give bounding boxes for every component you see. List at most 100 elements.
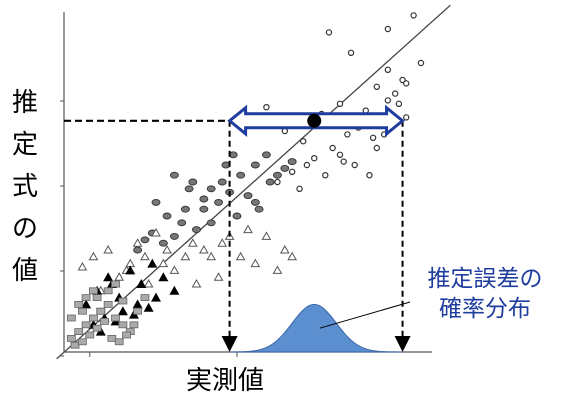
data-point bbox=[232, 212, 242, 220]
data-point bbox=[92, 294, 102, 302]
data-point bbox=[66, 314, 76, 322]
data-point bbox=[114, 338, 124, 346]
data-point bbox=[169, 265, 180, 274]
data-point bbox=[151, 227, 161, 237]
data-point bbox=[336, 151, 344, 158]
annotation-line-2: 確率分布 bbox=[439, 296, 531, 322]
data-point bbox=[198, 244, 209, 254]
data-point bbox=[111, 314, 120, 322]
data-point bbox=[103, 300, 113, 308]
data-point bbox=[122, 331, 131, 339]
data-point bbox=[177, 219, 187, 227]
data-point bbox=[403, 114, 410, 121]
data-point bbox=[261, 231, 272, 240]
data-point bbox=[169, 232, 179, 240]
data-point bbox=[162, 244, 172, 254]
data-point bbox=[133, 246, 143, 254]
data-point bbox=[243, 192, 253, 200]
data-point bbox=[384, 97, 392, 104]
data-point bbox=[192, 226, 201, 234]
data-point bbox=[77, 261, 88, 271]
data-point bbox=[261, 151, 271, 159]
data-point bbox=[188, 178, 198, 186]
y-axis-label-char: の bbox=[11, 214, 38, 244]
data-point bbox=[85, 331, 95, 339]
data-point bbox=[151, 198, 161, 206]
data-point bbox=[147, 258, 158, 268]
annotation-line-1: 推定誤差の bbox=[427, 266, 543, 292]
data-point bbox=[366, 171, 373, 179]
data-point bbox=[325, 29, 333, 36]
data-point bbox=[118, 321, 128, 329]
data-point bbox=[107, 334, 117, 342]
data-point bbox=[199, 205, 209, 213]
data-point bbox=[250, 161, 260, 169]
data-point bbox=[89, 287, 98, 295]
y-axis-label-char: 定 bbox=[11, 130, 38, 160]
data-point bbox=[96, 307, 106, 315]
data-point bbox=[254, 205, 264, 213]
data-point bbox=[384, 66, 392, 74]
data-point bbox=[184, 185, 194, 193]
data-point bbox=[344, 131, 351, 138]
data-point bbox=[206, 219, 216, 227]
data-point bbox=[78, 307, 87, 315]
data-point bbox=[236, 171, 246, 179]
data-point bbox=[322, 171, 329, 179]
data-point bbox=[410, 12, 417, 19]
data-point bbox=[162, 212, 172, 220]
data-point bbox=[70, 341, 80, 349]
data-point bbox=[214, 198, 224, 206]
highlight-point bbox=[307, 113, 322, 128]
data-point bbox=[81, 294, 91, 302]
data-point bbox=[272, 265, 283, 274]
y-axis-label-char: 推 bbox=[11, 88, 38, 118]
data-point bbox=[263, 103, 270, 111]
data-point bbox=[140, 294, 150, 302]
data-point bbox=[265, 178, 275, 186]
data-point bbox=[351, 161, 358, 169]
data-point bbox=[78, 338, 87, 346]
data-point bbox=[279, 244, 290, 254]
overlays bbox=[64, 104, 411, 353]
data-point bbox=[206, 185, 216, 193]
data-point bbox=[103, 244, 114, 254]
data-point bbox=[280, 164, 290, 172]
data-point bbox=[384, 25, 392, 33]
data-point bbox=[187, 238, 198, 247]
data-point bbox=[340, 158, 347, 165]
data-point bbox=[392, 90, 399, 97]
data-point bbox=[66, 334, 76, 342]
data-point bbox=[143, 302, 154, 312]
data-point bbox=[158, 272, 169, 282]
data-point bbox=[169, 171, 179, 179]
y-axis-label-char: 式 bbox=[11, 172, 38, 202]
data-point bbox=[300, 137, 307, 145]
data-point bbox=[417, 59, 425, 67]
data-point bbox=[129, 321, 139, 329]
data-point bbox=[132, 238, 143, 247]
annotation-leader-line bbox=[319, 301, 411, 329]
data-point bbox=[287, 158, 297, 166]
data-point bbox=[250, 258, 261, 268]
data-point bbox=[125, 265, 136, 275]
data-point bbox=[206, 251, 217, 261]
data-point bbox=[111, 280, 120, 288]
data-point bbox=[403, 80, 410, 87]
data-point bbox=[88, 251, 99, 261]
data-point bbox=[89, 314, 98, 322]
data-point bbox=[136, 279, 147, 288]
data-point bbox=[140, 251, 150, 261]
data-point bbox=[103, 287, 113, 295]
data-point bbox=[180, 251, 191, 261]
data-point bbox=[217, 178, 227, 186]
error-distribution-curve bbox=[229, 303, 404, 353]
data-point bbox=[217, 238, 228, 247]
data-point bbox=[169, 285, 180, 295]
data-point bbox=[180, 205, 190, 213]
data-point bbox=[158, 258, 169, 268]
data-point bbox=[369, 134, 377, 141]
data-point bbox=[103, 272, 114, 282]
data-point bbox=[296, 185, 303, 192]
data-point bbox=[114, 272, 125, 281]
